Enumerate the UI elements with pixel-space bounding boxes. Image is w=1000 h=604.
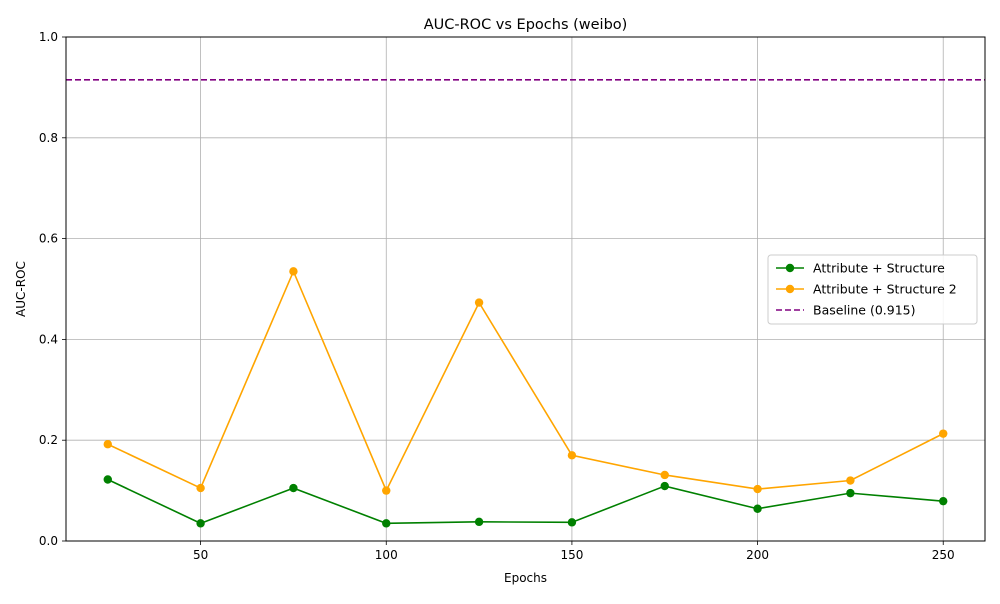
plot-frame [65, 36, 986, 542]
y-tick-label: 0.6 [39, 232, 58, 246]
data-point [103, 475, 112, 484]
data-point [939, 496, 948, 506]
data-point [567, 451, 577, 460]
data-point [289, 267, 298, 276]
legend-marker [785, 263, 795, 273]
x-tick-label: 100 [375, 548, 398, 562]
x-tick-label: 150 [560, 548, 583, 562]
data-point [846, 476, 855, 485]
series-line [107, 478, 944, 525]
series-2 [103, 267, 948, 495]
legend-label: Attribute + Structure [813, 261, 945, 276]
data-point [474, 517, 484, 527]
legend-label: Attribute + Structure 2 [813, 282, 957, 297]
data-point [753, 484, 762, 494]
x-tick-label: 200 [746, 548, 769, 562]
legend-marker [785, 284, 795, 294]
y-tick-label: 0.0 [39, 534, 58, 548]
series-lines [103, 267, 948, 528]
x-tick-label: 250 [932, 548, 955, 562]
data-point [567, 518, 577, 527]
series-line [107, 269, 944, 493]
x-axis-label: Epochs [504, 571, 547, 585]
legend-label: Baseline (0.915) [813, 303, 916, 318]
y-tick-label: 0.2 [39, 433, 58, 447]
x-tick-label: 50 [193, 548, 208, 562]
legend-box [767, 254, 978, 325]
series-1 [103, 475, 948, 528]
data-point [660, 481, 669, 491]
y-axis-label: AUC-ROC [14, 261, 28, 317]
axis-ticks: 50 100 150 200 250 0.0 0.2 0.4 0.6 0.8 1.0 [39, 30, 955, 562]
data-point [846, 488, 855, 498]
data-point [753, 504, 762, 513]
y-tick-label: 0.8 [39, 131, 58, 145]
y-tick-label: 1.0 [39, 30, 58, 44]
data-point [196, 519, 205, 528]
data-point [289, 483, 298, 493]
data-point [196, 483, 205, 493]
legend: Attribute + Structure Attribute + Structu… [767, 254, 978, 325]
y-tick-label: 0.4 [39, 332, 58, 346]
chart-title: AUC-ROC vs Epochs (weibo) [424, 17, 628, 33]
data-point [382, 486, 391, 495]
data-point [382, 519, 391, 528]
data-point [660, 470, 669, 480]
data-point [103, 440, 112, 449]
data-point [474, 298, 484, 307]
data-point [939, 429, 948, 438]
